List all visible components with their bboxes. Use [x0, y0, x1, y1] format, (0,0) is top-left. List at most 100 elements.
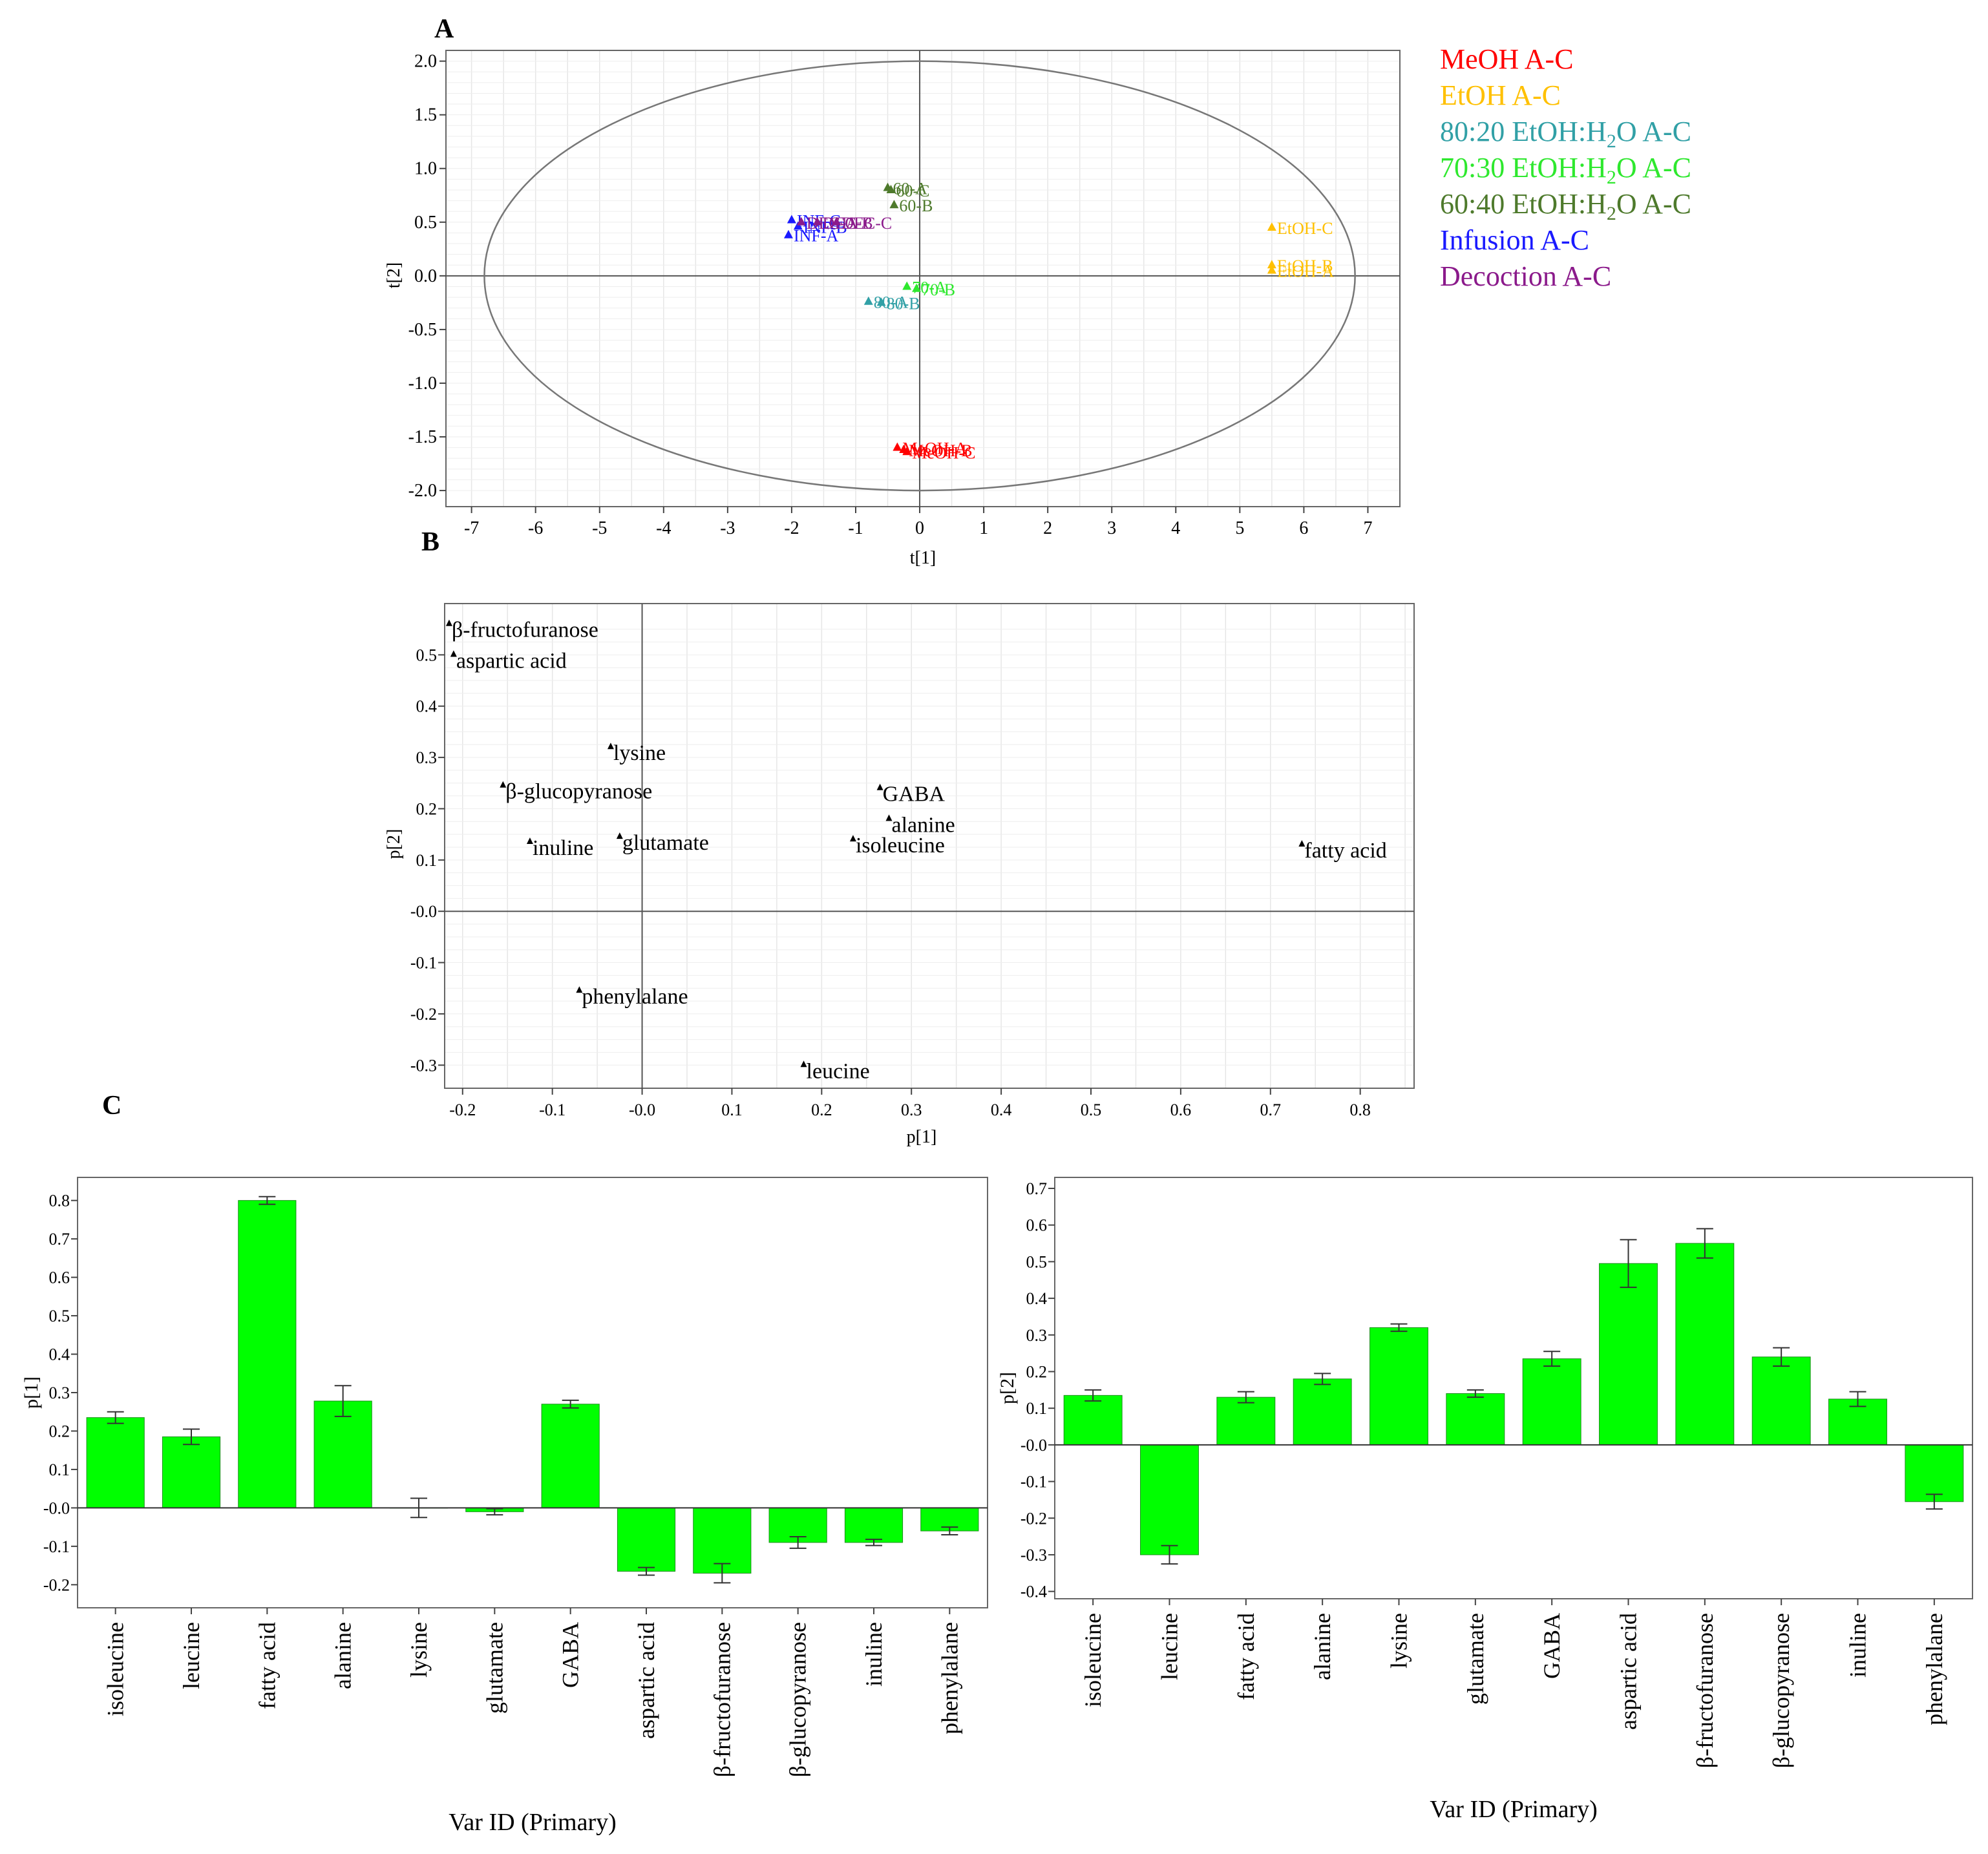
x-tick-label-leucine: leucine: [1157, 1613, 1183, 1680]
y-tick-label: 0.8: [49, 1192, 70, 1210]
y-tick-label: 0.2: [1026, 1362, 1048, 1381]
error-bar-leucine: [183, 1428, 200, 1446]
x-tick-label: -1: [848, 518, 863, 538]
point-gaba: [876, 783, 883, 790]
x-tick-label-glutamate: glutamate: [1463, 1613, 1488, 1705]
x-tick-label-alanine: alanine: [1309, 1613, 1335, 1680]
x-tick-label: -2: [784, 518, 799, 538]
error-bar-fructofuranose: [714, 1563, 731, 1584]
x-tick-label-aspartic-acid: aspartic acid: [1616, 1613, 1642, 1730]
x-tick-label: 0.2: [811, 1101, 832, 1119]
x-axis-title: Var ID (Primary): [1430, 1796, 1598, 1823]
bar-chart-p1: -0.2 -0.1 -0.0 0.1 0.2 0.3 0.4 0.5 0.6 0.7 0.8 isol…: [21, 1177, 988, 1836]
x-tick-label: 0.4: [991, 1101, 1012, 1119]
x-tick-label: 0.3: [901, 1101, 922, 1119]
x-tick-label: -6: [528, 518, 543, 538]
point-etoh-c: [1267, 222, 1276, 231]
y-tick-label: 0.1: [49, 1460, 70, 1479]
y-tick-label: 0.5: [49, 1307, 70, 1325]
error-bar-fatty-acid: [1237, 1391, 1254, 1404]
bar-leucine: [1140, 1444, 1199, 1555]
point-label-etoh-a: EtOH-A: [1277, 262, 1334, 281]
point-dec-b: [812, 216, 822, 226]
bar-glutamate: [1446, 1393, 1505, 1446]
legend-decoction: Decoction A-C: [1440, 260, 1611, 292]
point-fatty-acid: [1298, 840, 1306, 847]
error-bar-inuline: [865, 1539, 882, 1546]
x-tick-label: 7: [1363, 518, 1372, 538]
point-label-aspartic-acid: aspartic acid: [456, 649, 567, 673]
legend-80-20: 80:20 EtOH:H2O A-C: [1440, 116, 1691, 152]
point-label-70-b: 70-B: [922, 280, 955, 299]
legend-etoh: EtOH A-C: [1440, 79, 1561, 111]
x-tick-label: 4: [1171, 518, 1180, 538]
point-label-fatty-acid: fatty acid: [1304, 839, 1386, 863]
y-tick-label: 0.5: [416, 646, 438, 664]
point-phenylalane: [576, 986, 583, 993]
point-label-glucopyranose: β-glucopyranose: [505, 780, 652, 804]
y-tick-label: -0.2: [1020, 1509, 1047, 1528]
bar-alanine: [1293, 1378, 1352, 1446]
point-lysine: [607, 743, 614, 750]
point-glucopyranose: [500, 781, 507, 788]
bar-fructofuranose: [1675, 1243, 1735, 1446]
error-bar-alanine: [1314, 1373, 1331, 1385]
x-tick-label: -4: [656, 518, 671, 538]
point-label-60-b: 60-B: [899, 196, 933, 215]
x-tick-label: 0: [915, 518, 924, 538]
legend-infusion: Infusion A-C: [1440, 224, 1589, 256]
point-inf-b: [793, 221, 803, 230]
y-axis-title: p[1]: [21, 1376, 42, 1409]
x-tick-label-phenylalane: phenylalane: [1921, 1613, 1947, 1725]
x-tick-label-inuline: inuline: [1845, 1613, 1871, 1678]
bar-isoleucine: [86, 1417, 145, 1508]
panel-label-a: A: [434, 14, 454, 44]
x-tick-label: -0.1: [539, 1101, 566, 1119]
point-60-c: [886, 184, 896, 193]
panel-label-b: B: [421, 527, 439, 557]
x-tick-label: -0.0: [629, 1101, 655, 1119]
x-tick-label-isoleucine: isoleucine: [103, 1622, 129, 1716]
x-tick-label-phenylalane: phenylalane: [936, 1622, 962, 1734]
x-tick-label: 0.5: [1081, 1101, 1102, 1119]
point-label-inuline: inuline: [533, 836, 593, 860]
bar-gaba: [541, 1404, 600, 1508]
y-tick-label: -0.5: [408, 320, 437, 340]
point-glutamate: [616, 832, 623, 839]
bar-alanine: [313, 1400, 372, 1508]
point-etoh-b: [1267, 260, 1276, 269]
bar-gaba: [1522, 1358, 1581, 1446]
point-label-gaba: GABA: [883, 783, 946, 806]
y-tick-label: 0.3: [416, 748, 438, 767]
y-tick-label: 0.7: [1026, 1179, 1048, 1198]
x-axis-title: Var ID (Primary): [449, 1809, 617, 1836]
y-tick-label: 0.1: [416, 851, 438, 870]
point-aspartic-acid: [450, 650, 457, 657]
x-tick-label-lysine: lysine: [1386, 1613, 1412, 1669]
bar-lysine: [1369, 1327, 1428, 1446]
y-tick-label: -0.0: [410, 902, 437, 921]
error-bar-glucopyranose: [1773, 1347, 1790, 1367]
point-alanine: [885, 814, 893, 821]
bar-aspartic-acid: [1599, 1263, 1658, 1446]
error-bar-glucopyranose: [789, 1535, 807, 1549]
x-tick-label: 2: [1043, 518, 1052, 538]
bar-fatty-acid: [238, 1200, 297, 1508]
x-tick-label-fatty-acid: fatty acid: [254, 1622, 280, 1709]
y-tick-label: -0.4: [1020, 1583, 1047, 1601]
y-tick-label: 0.2: [416, 799, 438, 818]
x-tick-label: 0.1: [721, 1101, 743, 1119]
y-axis-title: p[2]: [384, 829, 404, 859]
point-isoleucine: [849, 835, 856, 842]
y-tick-label: 0.2: [49, 1422, 70, 1440]
x-tick-label-glutamate: glutamate: [481, 1622, 507, 1714]
x-tick-label-fructofuranose: β-fructofuranose: [1692, 1613, 1718, 1768]
error-bar-gaba: [562, 1399, 579, 1409]
y-tick-label: -0.1: [1020, 1473, 1047, 1491]
y-axis-title: p[2]: [997, 1372, 1018, 1404]
y-tick-label: 0.3: [49, 1384, 70, 1402]
y-tick-label: -0.3: [410, 1056, 437, 1075]
point-70-a: [902, 281, 912, 290]
point-inf-c: [787, 215, 796, 224]
legend-meoh: MeOH A-C: [1440, 43, 1574, 75]
